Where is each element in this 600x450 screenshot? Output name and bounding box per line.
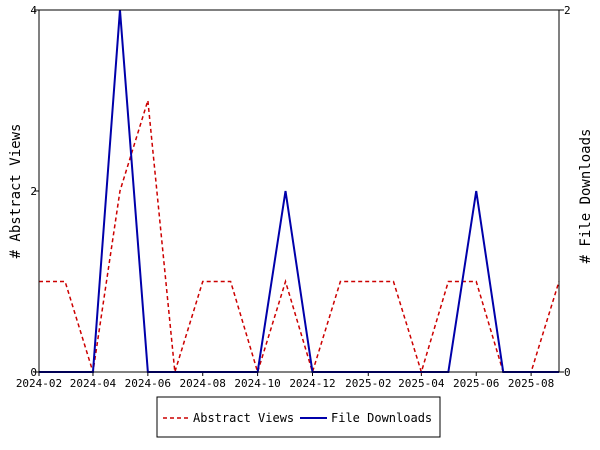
x-tick-label: 2025-04	[398, 377, 445, 390]
y-axis-left-label: # Abstract Views	[8, 124, 24, 259]
x-tick-label: 2024-08	[180, 377, 226, 390]
legend-box	[156, 396, 441, 438]
x-tick-label: 2024-02	[16, 377, 62, 390]
plot-frame	[38, 9, 560, 373]
y-left-tick-label: 2	[30, 185, 37, 198]
x-tick-label: 2024-04	[70, 377, 117, 390]
series-group	[39, 9, 560, 375]
legend: Abstract Views File Downloads	[156, 396, 441, 438]
ticks-group: 2024-02 2024-04 2024-06 2024-08 2024-10 2024-…	[16, 4, 571, 390]
y-left-tick-label: 4	[30, 4, 37, 17]
y-axis-right-label: # File Downloads	[578, 129, 594, 264]
x-tick-label: 2024-10	[234, 377, 280, 390]
x-tick-label: 2024-12	[289, 377, 335, 390]
x-tick-label: 2025-06	[453, 377, 499, 390]
y-left-tick-label: 0	[30, 366, 37, 379]
legend-label-abstract-views: Abstract Views	[193, 411, 294, 425]
series-line-abstract-views	[39, 100, 560, 375]
y-right-tick-label: 0	[564, 366, 571, 379]
x-tick-label: 2024-06	[125, 377, 171, 390]
legend-label-file-downloads: File Downloads	[331, 411, 432, 425]
x-tick-label: 2025-08	[508, 377, 554, 390]
y-right-tick-label: 2	[564, 4, 571, 17]
x-tick-label: 2025-02	[345, 377, 391, 390]
series-line-file-downloads	[39, 9, 559, 373]
